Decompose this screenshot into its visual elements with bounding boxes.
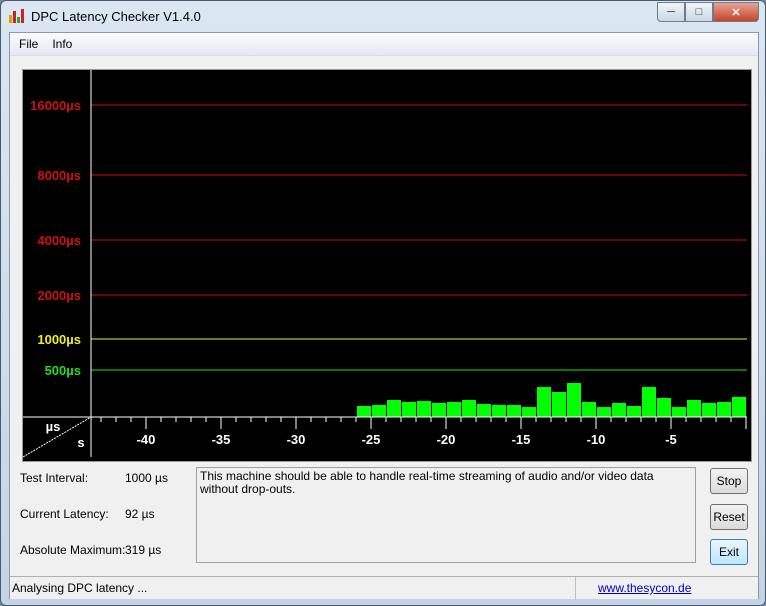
latency-bar [597, 407, 611, 417]
latency-bar [507, 404, 521, 417]
test-interval-label: Test Interval: [20, 471, 89, 485]
x-tick-label: -5 [665, 432, 677, 447]
x-tick-label: -35 [212, 432, 231, 447]
latency-bar [567, 382, 581, 417]
y-tick-label: 8000µs [37, 168, 81, 183]
latency-bar [672, 407, 686, 417]
absolute-maximum-value: 319 µs [125, 543, 162, 557]
latency-bar [417, 401, 431, 417]
latency-bar [552, 391, 566, 417]
current-latency-value: 92 µs [125, 507, 155, 521]
result-message: This machine should be able to handle re… [196, 467, 696, 563]
x-tick-label: -25 [362, 432, 381, 447]
website-link[interactable]: www.thesycon.de [575, 577, 758, 599]
close-button[interactable]: ✕ [713, 2, 759, 22]
latency-bar [402, 401, 416, 417]
menu-bar: File Info [10, 33, 758, 56]
x-tick-label: -40 [137, 432, 156, 447]
latency-bar [642, 387, 656, 417]
latency-bar [627, 406, 641, 417]
latency-bar [372, 404, 386, 417]
y-tick-label: 1000µs [37, 332, 81, 347]
x-tick-label: -20 [437, 432, 456, 447]
reset-button[interactable]: Reset [710, 504, 748, 530]
y-unit-label: µs [46, 419, 61, 434]
minimize-button[interactable]: ─ [657, 2, 685, 22]
latency-bar [522, 407, 536, 417]
y-tick-label: 2000µs [37, 288, 81, 303]
y-tick-label: 500µs [45, 363, 81, 378]
x-tick-label: -15 [512, 432, 531, 447]
menu-info[interactable]: Info [52, 37, 73, 51]
latency-bar [537, 387, 551, 417]
latency-bar [657, 398, 671, 417]
latency-bar [687, 399, 701, 417]
latency-bar [717, 401, 731, 417]
chart-svg: 500µs 1000µs 2000µs 4000µs 8000µs 16000µs -40 -… [22, 70, 747, 458]
window-title: DPC Latency Checker V1.4.0 [31, 8, 201, 24]
x-unit-label: s [77, 435, 84, 450]
latency-bar [582, 401, 596, 417]
latency-bar [447, 401, 461, 417]
latency-bar [732, 396, 746, 417]
absolute-maximum-label: Absolute Maximum: [20, 543, 126, 557]
title-bar: DPC Latency Checker V1.4.0 [9, 6, 201, 26]
test-interval-value: 1000 µs [125, 471, 168, 485]
current-latency-label: Current Latency: [20, 507, 109, 521]
x-tick-label: -10 [587, 432, 606, 447]
latency-bar [387, 399, 401, 417]
status-text: Analysing DPC latency ... [12, 581, 148, 595]
y-tick-label: 16000µs [30, 98, 81, 113]
latency-bar [702, 402, 716, 417]
latency-bar [612, 402, 626, 417]
latency-bar [492, 404, 506, 417]
stop-button[interactable]: Stop [710, 468, 748, 494]
menu-file[interactable]: File [19, 37, 39, 51]
latency-bar [462, 399, 476, 417]
latency-bar [477, 404, 491, 417]
x-tick-label: -30 [287, 432, 306, 447]
app-logo-icon [9, 9, 25, 23]
latency-bar [432, 402, 446, 417]
exit-button[interactable]: Exit [710, 539, 748, 565]
axis-corner-diagonal [22, 416, 92, 458]
y-tick-label: 4000µs [37, 233, 81, 248]
latency-chart: 500µs 1000µs 2000µs 4000µs 8000µs 16000µs -40 -… [22, 69, 752, 462]
latency-bar [357, 406, 371, 417]
maximize-button[interactable]: □ [685, 2, 713, 22]
client-area: File Info 500µs 1000µs 2000µs 4000µs 8000µs 1… [9, 32, 759, 599]
status-bar: Analysing DPC latency ... www.thesycon.d… [10, 576, 758, 599]
